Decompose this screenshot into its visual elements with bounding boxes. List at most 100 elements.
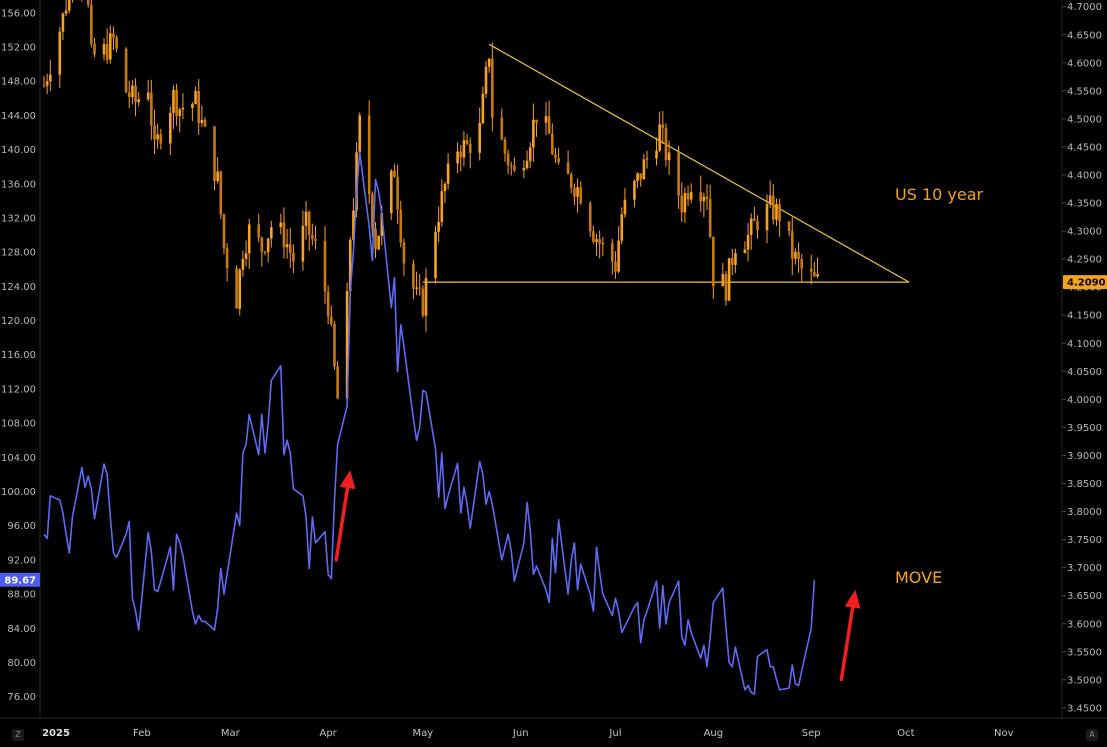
right-axis-tick-label: 4.5000 [1067,114,1102,125]
right-axis-tick-label: 4.7000 [1067,2,1102,13]
us10y-candle-body [551,133,554,155]
right-axis-tick-label: 4.3500 [1067,199,1102,210]
us10y-candle-body [292,252,295,262]
left-price-axis[interactable]: 76.00 80.00 84.00 88.00 92.00 96.00 100.00 104.… [0,8,40,703]
september-rise-arrow [839,589,861,682]
us10y-candle-body [705,196,709,200]
us10y-candle-body [178,109,182,116]
us10y-candle-body [45,81,49,86]
us10y-candle-body [345,291,349,399]
left-axis-tick-label: 108.00 [1,419,36,430]
us10y-candle-body [787,221,791,232]
us10y-candle-body [683,193,687,213]
us10y-candle-body [49,74,52,82]
us10y-candle [730,248,734,276]
us10y-candle-body [592,231,595,242]
right-axis-tick-label: 3.6500 [1067,591,1102,602]
us10y-candle [191,101,194,122]
us10y-candle-body [459,151,463,158]
us10y-candle [389,169,393,220]
us10y-candle-body [500,117,504,140]
time-axis-label: Sep [802,728,821,739]
us10y-candle [150,79,153,140]
us10y-candle [279,213,283,235]
us10y-candle [112,26,115,51]
right-axis-tick-label: 3.5500 [1067,647,1102,658]
us10y-candle-body [465,140,469,144]
us10y-candle-body [412,263,415,289]
us10y-candle-body [421,288,425,316]
right-axis-tick-label: 3.7000 [1067,563,1102,574]
us10y-candle-body [506,153,510,166]
us10y-candle-body [247,224,251,254]
us10y-candle-body [115,37,118,49]
us10y-candle-body [730,258,734,265]
plot-area[interactable]: US 10 year MOVE [42,0,984,695]
us10y-candle [175,83,178,126]
us10y-candle [658,111,661,153]
us10y-candle [528,142,532,169]
us10y-candle [156,123,159,149]
us10y-candle [746,223,750,262]
us10y-candle-body [134,85,137,103]
arrow-annotations [334,470,861,682]
right-axis-tick-label: 3.9000 [1067,451,1102,462]
us10y-candle [765,194,769,244]
left-axis-tick-label: 112.00 [1,384,36,395]
us10y-candle-body [509,165,513,167]
us10y-candle [614,251,617,279]
us10y-candle [702,192,706,218]
right-axis-tick-label: 3.8500 [1067,479,1102,490]
us10y-last-value-badge [1063,275,1107,290]
timezone-toggle-button[interactable]: Z [12,729,24,741]
us10y-candle [421,285,425,318]
auto-scale-button[interactable]: A [1086,729,1098,741]
us10y-candle-body [655,150,658,159]
us10y-candle-body [90,4,93,44]
us10y-candle-body [664,128,668,161]
us10y-candle [131,80,134,105]
us10y-candle-body [424,278,428,316]
us10y-candle-body [765,204,769,231]
us10y-candle-body [443,183,447,192]
us10y-candle-body [301,225,305,262]
us10y-candle [377,235,380,251]
us10y-candle-body [415,287,418,289]
us10y-candle-body [528,147,532,161]
us10y-candle-body [617,240,620,272]
us10y-candle [222,213,226,255]
us10y-candle [399,200,403,248]
us10y-candle-body [601,243,605,245]
us10y-candle [225,243,229,282]
time-axis-label: Jul [608,728,621,739]
us10y-candle [418,274,422,296]
us10y-candle-body [156,134,159,140]
us10y-candle [639,173,643,187]
us10y-candle-body [393,170,396,178]
us10y-candle-body [772,195,775,220]
us10y-candle [326,285,330,325]
us10y-candle [102,38,106,61]
us10y-candle-body [712,236,715,287]
us10y-candle-body [778,204,781,222]
us10y-candle-body [285,244,289,248]
right-axis-tick-label: 3.5000 [1067,675,1102,686]
us10y-candle-body [241,258,245,270]
us10y-candle-body [434,231,437,279]
time-axis[interactable]: 2025 Feb Mar Apr May Jun Jul Aug Sep Oct Nov [42,728,1014,739]
us10y-candle [61,12,65,41]
us10y-candle [93,38,96,58]
us10y-candle [633,179,636,208]
us10y-candle [462,131,466,167]
us10y-candle-body [348,239,352,292]
us10y-candle [569,172,573,194]
us10y-candle [415,271,418,296]
us10y-candle-body [418,287,422,289]
us10y-candle [235,265,238,309]
us10y-candle [434,225,437,284]
right-price-axis[interactable]: 3.4500 3.5000 3.5500 3.6000 3.6500 3.7000 3.75… [1062,2,1107,714]
us10y-candle-body [213,126,216,182]
us10y-candle-body [724,274,728,301]
us10y-candle-body [566,162,570,175]
